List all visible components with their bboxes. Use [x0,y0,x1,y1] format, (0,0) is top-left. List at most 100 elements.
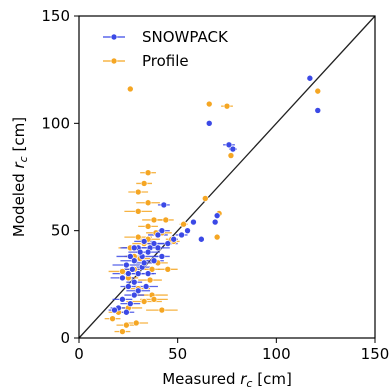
legend-label-snowpack: SNOWPACK [142,28,229,46]
point-profile [134,188,142,196]
point-snowpack [144,248,152,256]
y-axis-label-subscript: c [17,156,30,162]
point-profile [127,85,134,93]
point-snowpack [127,300,134,307]
x-axis-label: Measured rc [cm] [162,370,292,390]
point-snowpack [119,296,126,303]
y-axis-label-symbol: r [10,162,28,169]
legend-label-profile: Profile [142,52,189,70]
point-profile [144,169,152,177]
x-axis-label-main: Measured [162,370,240,388]
x-tick-label: 100 [262,345,291,363]
x-axis-ticks: 0 50 100 150 [74,338,389,363]
point-snowpack [158,227,166,234]
y-tick-label: 100 [41,114,70,132]
point-snowpack [127,253,134,260]
point-snowpack [134,287,142,295]
point-snowpack [140,259,148,267]
point-snowpack [140,238,148,245]
x-tick-label: 0 [74,345,84,363]
legend-item-profile: Profile [103,52,189,70]
point-snowpack [213,212,221,219]
point-snowpack [154,231,162,239]
y-tick-label: 150 [41,7,70,25]
point-profile [150,296,158,303]
point-snowpack [158,253,166,260]
point-snowpack [125,283,132,290]
point-profile [314,87,322,95]
point-snowpack [170,235,178,243]
point-profile [134,233,142,241]
point-snowpack [154,244,162,252]
x-tick-label: 50 [168,345,187,363]
point-profile [144,223,152,230]
legend-marker-snowpack [110,33,118,41]
point-profile [123,321,130,329]
point-profile [140,298,148,305]
point-profile [132,319,140,327]
y-axis-ticks: 0 50 100 150 [41,7,79,347]
x-axis-label-subscript: c [246,377,252,390]
point-snowpack [130,244,138,252]
point-snowpack [125,270,132,277]
point-snowpack [130,257,138,265]
point-profile [201,195,209,202]
point-profile [150,216,158,224]
point-snowpack [205,120,213,127]
point-snowpack [225,141,233,149]
plot-area [78,15,376,339]
point-snowpack [111,306,118,314]
point-snowpack [160,201,168,209]
point-profile [213,233,221,241]
legend: SNOWPACK Profile [103,28,229,70]
point-snowpack [198,235,205,243]
point-snowpack [150,240,158,247]
point-snowpack [136,248,144,256]
point-snowpack [128,266,136,273]
point-profile [146,276,154,284]
y-tick-label: 0 [60,329,70,347]
point-profile [227,152,235,159]
point-profile [109,315,116,322]
point-profile [158,306,166,314]
point-snowpack [130,291,138,299]
point-profile [134,208,142,215]
legend-marker-profile [110,57,118,65]
point-profile [148,266,156,273]
x-tick-label: 150 [361,345,390,363]
point-profile [119,328,126,335]
point-snowpack [142,283,150,290]
point-snowpack [144,270,152,277]
point-snowpack [178,231,185,239]
point-profile [180,220,187,228]
point-snowpack [184,227,191,234]
y-axis-label-main: Modeled [10,169,28,238]
legend-item-snowpack: SNOWPACK [103,28,229,46]
data-points [109,74,322,335]
x-axis-label-unit: [cm] [252,370,291,388]
point-profile [140,180,148,187]
point-snowpack [164,240,172,247]
point-snowpack [130,278,138,286]
point-profile [223,102,231,110]
point-snowpack [134,270,142,277]
point-profile [144,199,152,207]
point-snowpack [229,145,237,153]
point-profile [119,268,126,275]
point-snowpack [306,74,314,82]
point-snowpack [314,107,322,114]
y-axis-label-unit: [cm] [10,117,28,156]
y-tick-label: 50 [51,222,70,240]
point-snowpack [150,257,158,265]
point-snowpack [123,308,130,316]
y-axis-label: Modeled rc [cm] [10,117,30,237]
point-snowpack [119,274,126,282]
plot-border [78,15,376,339]
point-snowpack [123,261,130,269]
x-axis-label-symbol: r [240,370,247,388]
point-snowpack [211,218,219,226]
point-snowpack [190,218,197,226]
point-profile [205,100,213,108]
point-profile [164,266,172,273]
